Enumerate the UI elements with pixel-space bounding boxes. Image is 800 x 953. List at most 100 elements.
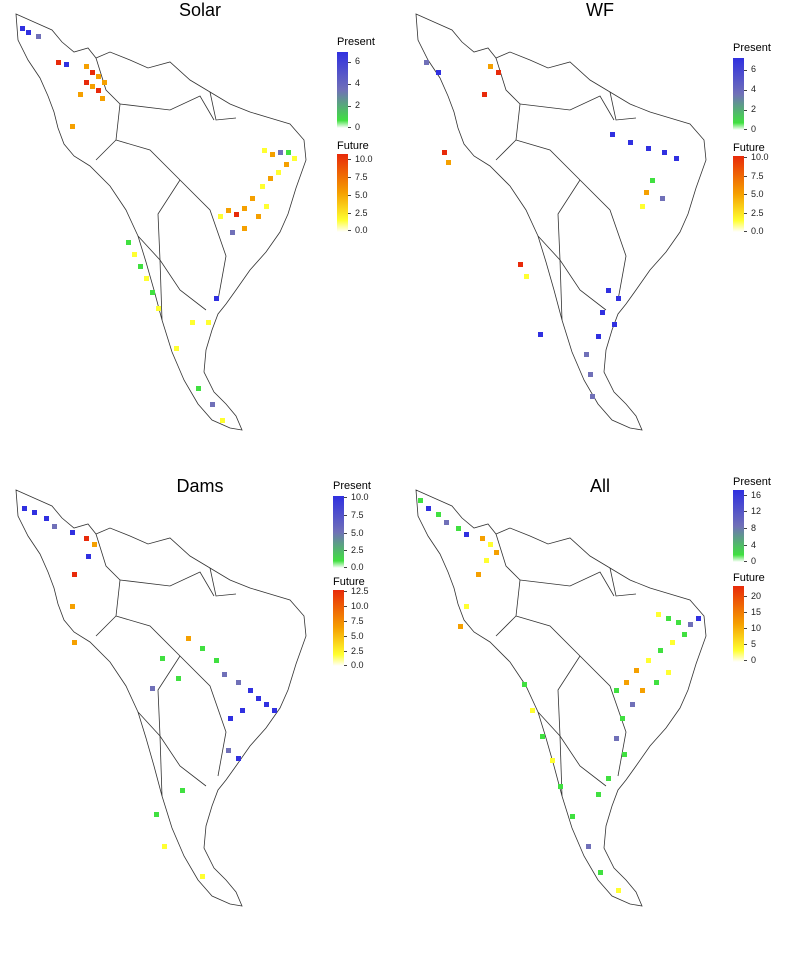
- grid-cell: [444, 520, 449, 525]
- legend-tick: 0: [751, 124, 757, 134]
- grid-cell: [222, 672, 227, 677]
- grid-cell: [656, 612, 661, 617]
- grid-cell: [70, 604, 75, 609]
- grid-cell: [56, 60, 61, 65]
- grid-cell: [242, 226, 247, 231]
- border: [609, 91, 637, 121]
- grid-cell: [584, 352, 589, 357]
- grid-cell: [436, 70, 441, 75]
- grid-cell: [488, 542, 493, 547]
- border: [95, 533, 121, 637]
- south-america-map: [15, 13, 307, 431]
- legend-tick: 4: [751, 540, 757, 550]
- grid-cell: [616, 296, 621, 301]
- panel-title: Dams: [176, 476, 224, 496]
- grid-cell: [614, 688, 619, 693]
- grid-cell: [150, 290, 155, 295]
- border: [137, 235, 161, 261]
- border: [159, 735, 163, 797]
- grid-cell: [236, 680, 241, 685]
- legend-tick: 0: [751, 556, 757, 566]
- border: [119, 95, 215, 121]
- grid-cell: [458, 624, 463, 629]
- grid-cell: [646, 658, 651, 663]
- legend-tick: 2: [355, 100, 361, 110]
- border: [559, 259, 563, 321]
- grid-cell: [218, 214, 223, 219]
- grid-cell: [248, 688, 253, 693]
- grid-cell: [284, 162, 289, 167]
- legend-tick: 6: [751, 64, 757, 74]
- border: [519, 95, 615, 121]
- grid-cell: [84, 80, 89, 85]
- legend-title: Present: [733, 42, 771, 54]
- legend-title: Future: [733, 572, 765, 584]
- grid-cell: [480, 536, 485, 541]
- grid-cell: [264, 204, 269, 209]
- legend-tick: 2.5: [751, 208, 764, 218]
- grid-cell: [236, 756, 241, 761]
- grid-cell: [424, 60, 429, 65]
- grid-cell: [494, 550, 499, 555]
- grid-cell: [650, 178, 655, 183]
- grid-cell: [70, 530, 75, 535]
- present-colorbar: [733, 490, 744, 562]
- legend-tick: 5.0: [751, 189, 764, 199]
- border: [495, 533, 521, 637]
- grid-cell: [210, 402, 215, 407]
- grid-cell: [256, 214, 261, 219]
- solar-cells: [20, 26, 297, 423]
- grid-cell: [162, 844, 167, 849]
- grid-cell: [558, 784, 563, 789]
- border: [137, 711, 161, 737]
- legend-tick: 0: [355, 122, 361, 132]
- grid-cell: [78, 92, 83, 97]
- grid-cell: [464, 532, 469, 537]
- map-panel-wf: WF Present 6 4 2 0 Future 10.0 7.5 5.0 2…: [400, 0, 800, 476]
- grid-cell: [264, 702, 269, 707]
- grid-cell: [44, 516, 49, 521]
- grid-cell: [622, 752, 627, 757]
- legend-tick: 2.5: [351, 646, 364, 656]
- grid-cell: [138, 264, 143, 269]
- grid-cell: [268, 176, 273, 181]
- grid-cell: [570, 814, 575, 819]
- grid-cell: [214, 296, 219, 301]
- border: [159, 259, 163, 321]
- legend-tick: 5.0: [351, 631, 364, 641]
- grid-cell: [200, 646, 205, 651]
- south-america-map: [415, 13, 707, 431]
- grid-cell: [464, 604, 469, 609]
- grid-cell: [102, 80, 107, 85]
- grid-cell: [436, 512, 441, 517]
- grid-cell: [418, 498, 423, 503]
- legend-tick: 7.5: [355, 172, 368, 182]
- grid-cell: [676, 620, 681, 625]
- legend-title: Present: [337, 36, 375, 48]
- grid-cell: [640, 688, 645, 693]
- border: [537, 235, 561, 261]
- grid-cell: [598, 870, 603, 875]
- border: [537, 711, 561, 737]
- legend-tick: 2: [751, 104, 757, 114]
- grid-cell: [234, 212, 239, 217]
- panel-title: WF: [586, 0, 614, 20]
- grid-cell: [150, 686, 155, 691]
- border: [119, 571, 215, 597]
- grid-cell: [456, 526, 461, 531]
- grid-cell: [72, 572, 77, 577]
- grid-cell: [644, 190, 649, 195]
- coastline: [15, 489, 307, 907]
- all-cells: [418, 498, 701, 893]
- grid-cell: [92, 542, 97, 547]
- grid-cell: [612, 322, 617, 327]
- legend-tick: 0.0: [355, 225, 368, 235]
- grid-cell: [538, 332, 543, 337]
- legend-tick: 7.5: [351, 510, 364, 520]
- border: [115, 615, 227, 777]
- grid-cell: [70, 124, 75, 129]
- grid-cell: [682, 632, 687, 637]
- grid-cell: [132, 252, 137, 257]
- grid-cell: [670, 640, 675, 645]
- legend-tick: 12: [751, 506, 762, 516]
